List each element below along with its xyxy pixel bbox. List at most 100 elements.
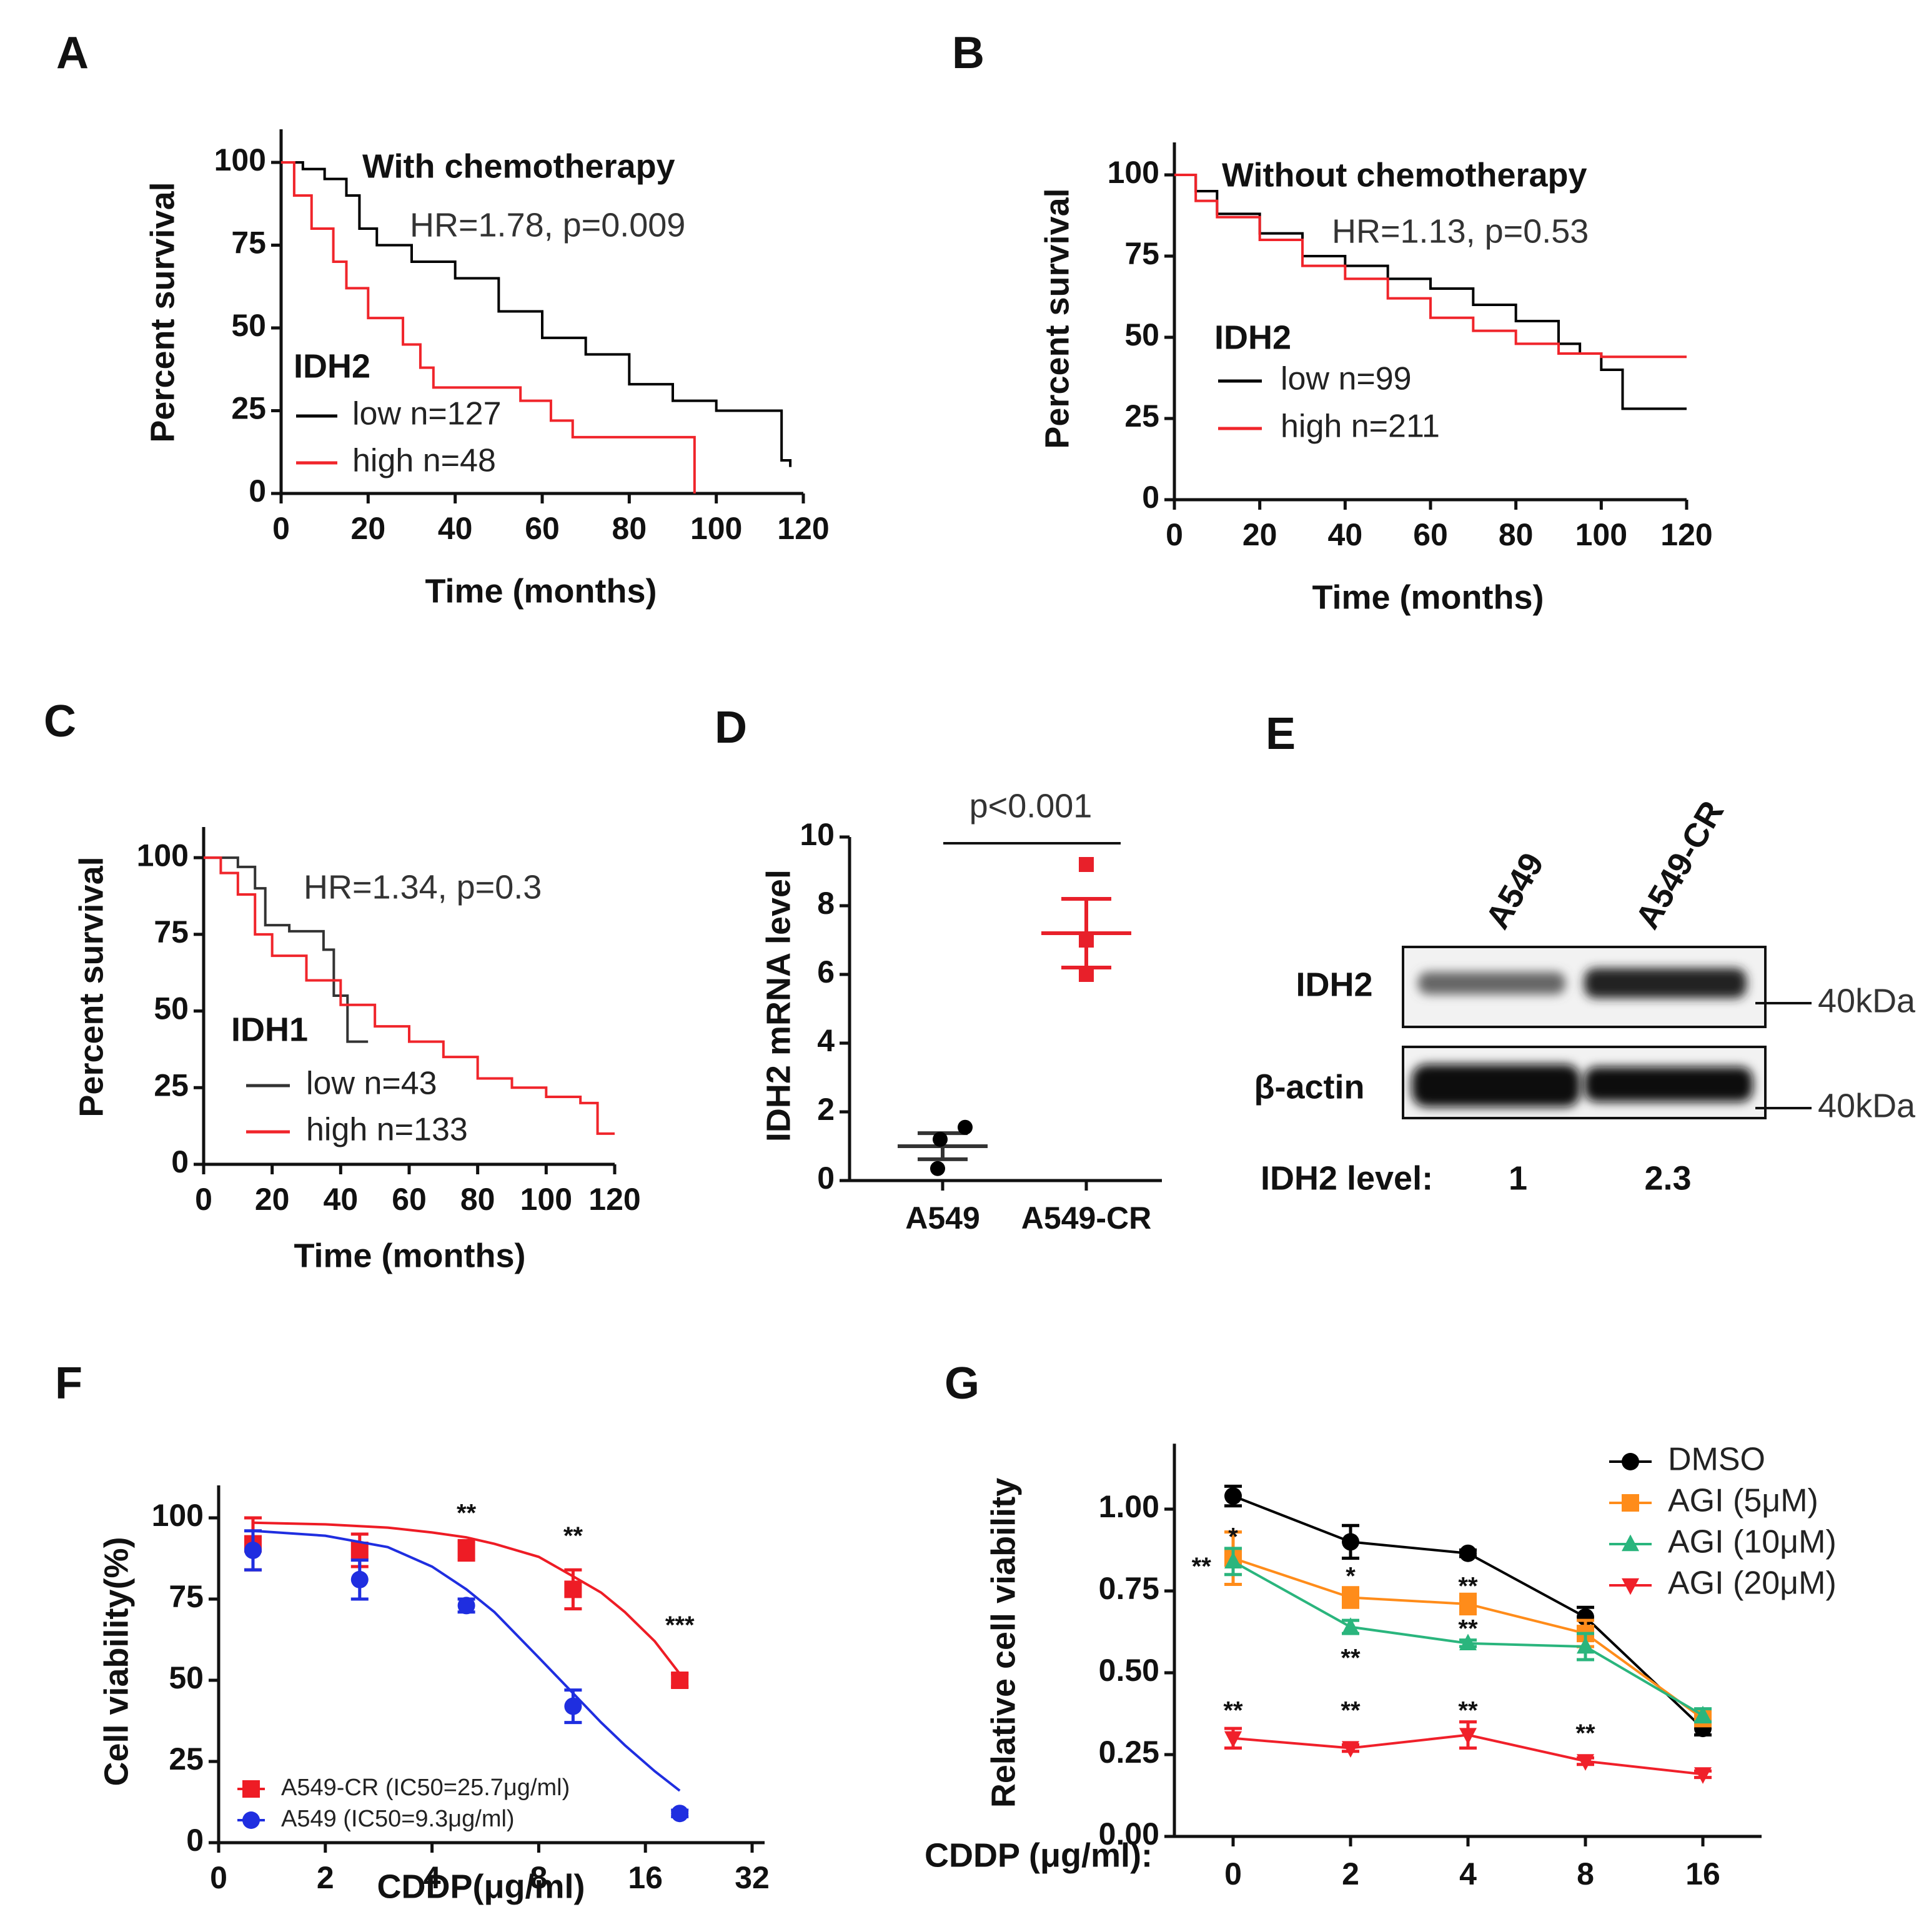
x-tick-label: 120	[777, 511, 829, 546]
y-tick-label: 0	[171, 1144, 189, 1179]
y-tick-label: 50	[169, 1660, 204, 1695]
annotation: **	[1341, 1697, 1361, 1724]
x-axis-label: Time (months)	[294, 1237, 525, 1274]
x-tick-label: 8	[530, 1860, 547, 1895]
x-tick-label: 4	[424, 1860, 441, 1895]
x-tick-label: A549	[905, 1201, 980, 1236]
marker	[1622, 1453, 1639, 1470]
y-tick-label: 75	[231, 225, 266, 260]
x-tick-label: 60	[392, 1182, 427, 1217]
fit-line	[252, 1521, 681, 1675]
y-tick-label: 100	[1108, 155, 1159, 190]
survival-line	[281, 161, 696, 493]
marker	[1459, 1544, 1477, 1562]
marker	[671, 1672, 689, 1689]
y-tick-label: 100	[152, 1498, 204, 1533]
marker	[1694, 1705, 1712, 1723]
band	[1412, 1064, 1580, 1107]
chart-title: Without chemotherapy	[1222, 156, 1587, 194]
x-tick-label: 8	[1577, 1856, 1594, 1891]
y-tick-label: 75	[1124, 236, 1159, 271]
x-tick-label: 2	[317, 1860, 334, 1895]
legend-label: AGI (10μM)	[1668, 1524, 1837, 1560]
marker	[1079, 933, 1094, 948]
annotation: **	[1458, 1572, 1478, 1600]
x-tick-label: 60	[525, 511, 560, 546]
x-axis-label: CDDP (μg/ml):	[925, 1836, 1153, 1874]
annotation: **	[563, 1522, 583, 1550]
annotation: *	[1346, 1563, 1356, 1590]
marker	[1342, 1588, 1359, 1607]
marker-label: 40kDa	[1818, 982, 1916, 1019]
legend-label: low n=99	[1281, 361, 1412, 397]
annotation: p<0.001	[969, 787, 1093, 825]
y-tick-label: 0.00	[1099, 1816, 1159, 1851]
survival-line	[281, 161, 792, 467]
y-tick-label: 0.50	[1099, 1653, 1159, 1688]
level-value: 2.3	[1644, 1159, 1691, 1197]
marker	[1342, 1617, 1359, 1634]
x-axis-label: CDDP(μg/ml)	[377, 1868, 585, 1905]
marker	[1577, 1754, 1594, 1771]
y-tick-label: 0.75	[1099, 1571, 1159, 1606]
y-tick-label: 0	[817, 1161, 835, 1196]
x-tick-label: 40	[1328, 517, 1363, 552]
x-tick-label: 120	[588, 1182, 640, 1217]
marker	[457, 1542, 475, 1559]
x-tick-label: 0	[1224, 1856, 1242, 1891]
x-tick-label: 20	[1242, 517, 1277, 552]
y-tick-label: 6	[817, 954, 835, 989]
annotation: **	[1575, 1720, 1595, 1747]
y-axis-label: IDH2 mRNA level	[760, 869, 797, 1142]
y-tick-label: 8	[817, 886, 835, 921]
legend-label: high n=133	[306, 1112, 468, 1148]
marker	[1459, 1728, 1477, 1745]
marker	[1342, 1533, 1359, 1551]
y-tick-label: 25	[1124, 399, 1159, 433]
western-blot: E A549 A549-CR IDH2 β-actin 40kDa 40kDa …	[1254, 709, 1917, 1197]
marker	[1577, 1637, 1594, 1654]
y-tick-label: 25	[154, 1068, 189, 1102]
level-label: IDH2 level:	[1261, 1159, 1433, 1197]
marker	[1459, 1633, 1477, 1651]
y-tick-label: 0	[249, 473, 266, 508]
y-tick-label: 50	[154, 991, 189, 1026]
band-label: IDH2	[1296, 966, 1372, 1003]
marker	[958, 1119, 973, 1135]
marker	[1079, 857, 1094, 872]
legend-title: IDH2	[1214, 319, 1291, 356]
panel-label: E	[1266, 709, 1296, 759]
y-axis-label: Percent survival	[72, 856, 110, 1117]
legend-label: high n=48	[352, 443, 496, 479]
y-tick-label: 10	[800, 817, 835, 852]
annotation: *	[1228, 1523, 1238, 1551]
x-tick-label: A549-CR	[1021, 1201, 1151, 1236]
marker	[1224, 1487, 1242, 1505]
legend-label: low n=127	[352, 396, 502, 432]
annotation: **	[457, 1499, 477, 1527]
y-tick-label: 25	[169, 1741, 204, 1776]
y-tick-label: 50	[231, 308, 266, 343]
x-tick-label: 20	[351, 511, 386, 546]
x-tick-label: 0	[1166, 517, 1183, 552]
marker	[1079, 967, 1094, 982]
panel-label: D	[715, 703, 747, 753]
marker	[930, 1161, 945, 1176]
y-axis-label: Percent survival	[1038, 188, 1076, 448]
marker	[671, 1805, 689, 1823]
x-tick-label: 0	[210, 1860, 227, 1895]
x-tick-label: 60	[1413, 517, 1448, 552]
panel-label: F	[55, 1359, 82, 1409]
legend-label: DMSO	[1668, 1442, 1765, 1478]
survival-line	[204, 856, 615, 1135]
y-axis-label: Percent survival	[144, 182, 181, 442]
annotation: ***	[665, 1612, 695, 1639]
marker	[457, 1597, 475, 1615]
y-tick-label: 0	[1142, 480, 1159, 515]
chart-subtitle: HR=1.78, p=0.009	[410, 206, 685, 244]
x-tick-label: 80	[612, 511, 647, 546]
marker	[1622, 1578, 1639, 1595]
x-tick-label: 40	[438, 511, 473, 546]
level-value: 1	[1509, 1159, 1527, 1197]
